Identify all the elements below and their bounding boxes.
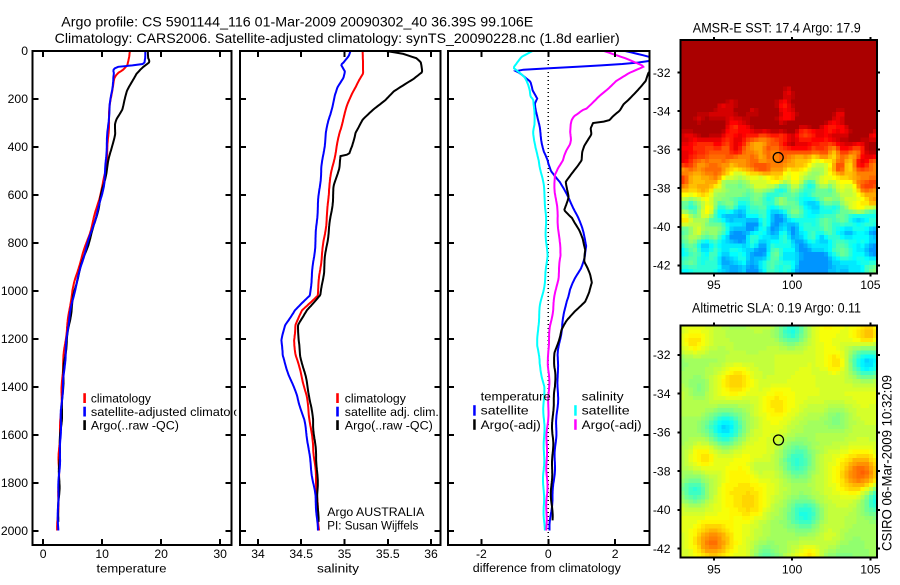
svg-text:satellite: satellite — [481, 404, 529, 418]
svg-text:AMSR-E SST: 17.4 Argo: 17.9: AMSR-E SST: 17.4 Argo: 17.9 — [693, 21, 861, 36]
svg-text:2000: 2000 — [1, 524, 28, 538]
svg-text:salinity: salinity — [317, 561, 360, 575]
svg-text:400: 400 — [8, 140, 29, 154]
svg-text:20: 20 — [154, 547, 168, 561]
svg-text:34.5: 34.5 — [289, 547, 313, 561]
svg-text:600: 600 — [8, 188, 29, 202]
svg-text:1800: 1800 — [1, 476, 28, 490]
svg-text:Argo profile: CS 5901144_116 0: Argo profile: CS 5901144_116 01-Mar-2009… — [61, 14, 533, 29]
svg-text:-40: -40 — [653, 503, 671, 517]
svg-text:satellite adj. clim.: satellite adj. clim. — [345, 405, 439, 419]
svg-text:35.5: 35.5 — [376, 547, 400, 561]
svg-text:climatology: climatology — [345, 392, 407, 406]
svg-text:Climatology: CARS2006. Satelli: Climatology: CARS2006. Satellite-adjuste… — [55, 31, 620, 46]
svg-text:200: 200 — [8, 92, 29, 106]
svg-text:satellite-adjusted climatology: satellite-adjusted climatology — [91, 405, 255, 419]
svg-text:-42: -42 — [653, 542, 671, 556]
svg-text:Argo(..raw -QC): Argo(..raw -QC) — [345, 419, 433, 433]
svg-text:95: 95 — [707, 563, 721, 577]
svg-text:800: 800 — [8, 236, 29, 250]
svg-text:climatology: climatology — [91, 392, 152, 406]
svg-text:35: 35 — [338, 547, 352, 561]
svg-text:100: 100 — [782, 563, 803, 577]
svg-text:1200: 1200 — [1, 332, 28, 346]
svg-text:CSIRO 06-Mar-2009 10:32:09: CSIRO 06-Mar-2009 10:32:09 — [880, 375, 895, 551]
svg-text:30: 30 — [213, 547, 227, 561]
svg-text:95: 95 — [707, 278, 721, 292]
svg-text:temperature: temperature — [97, 561, 167, 575]
svg-text:-34: -34 — [653, 387, 671, 401]
svg-text:0: 0 — [21, 44, 28, 58]
svg-text:temperature: temperature — [481, 390, 551, 404]
svg-text:0: 0 — [545, 547, 552, 561]
svg-text:Argo(..raw -QC): Argo(..raw -QC) — [91, 419, 179, 433]
svg-text:-42: -42 — [653, 259, 671, 273]
svg-text:-32: -32 — [653, 348, 671, 362]
svg-text:-38: -38 — [653, 181, 671, 195]
svg-text:100: 100 — [782, 278, 803, 292]
svg-text:2: 2 — [612, 547, 619, 561]
svg-text:1600: 1600 — [1, 428, 28, 442]
svg-text:Argo AUSTRALIA: Argo AUSTRALIA — [327, 505, 425, 519]
svg-text:34: 34 — [251, 547, 265, 561]
svg-text:Altimetric SLA: 0.19 Argo: 0.1: Altimetric SLA: 0.19 Argo: 0.11 — [692, 301, 861, 316]
svg-text:-36: -36 — [653, 143, 671, 157]
svg-text:-32: -32 — [653, 66, 671, 80]
svg-text:36: 36 — [424, 547, 438, 561]
svg-text:salinity: salinity — [582, 390, 625, 404]
svg-text:satellite: satellite — [582, 404, 630, 418]
svg-text:-2: -2 — [476, 547, 487, 561]
svg-text:105: 105 — [860, 563, 881, 577]
svg-text:PI: Susan Wijffels: PI: Susan Wijffels — [327, 518, 418, 532]
svg-text:0: 0 — [40, 547, 47, 561]
svg-text:105: 105 — [860, 278, 881, 292]
svg-text:-34: -34 — [653, 104, 671, 118]
svg-text:Argo(-adj): Argo(-adj) — [582, 418, 642, 432]
svg-text:-36: -36 — [653, 426, 671, 440]
svg-text:Argo(-adj): Argo(-adj) — [481, 418, 541, 432]
svg-text:10: 10 — [95, 547, 109, 561]
svg-text:difference from climatology: difference from climatology — [473, 561, 622, 575]
svg-text:-38: -38 — [653, 464, 671, 478]
svg-text:-40: -40 — [653, 220, 671, 234]
svg-text:1000: 1000 — [1, 284, 28, 298]
svg-text:1400: 1400 — [1, 380, 28, 394]
